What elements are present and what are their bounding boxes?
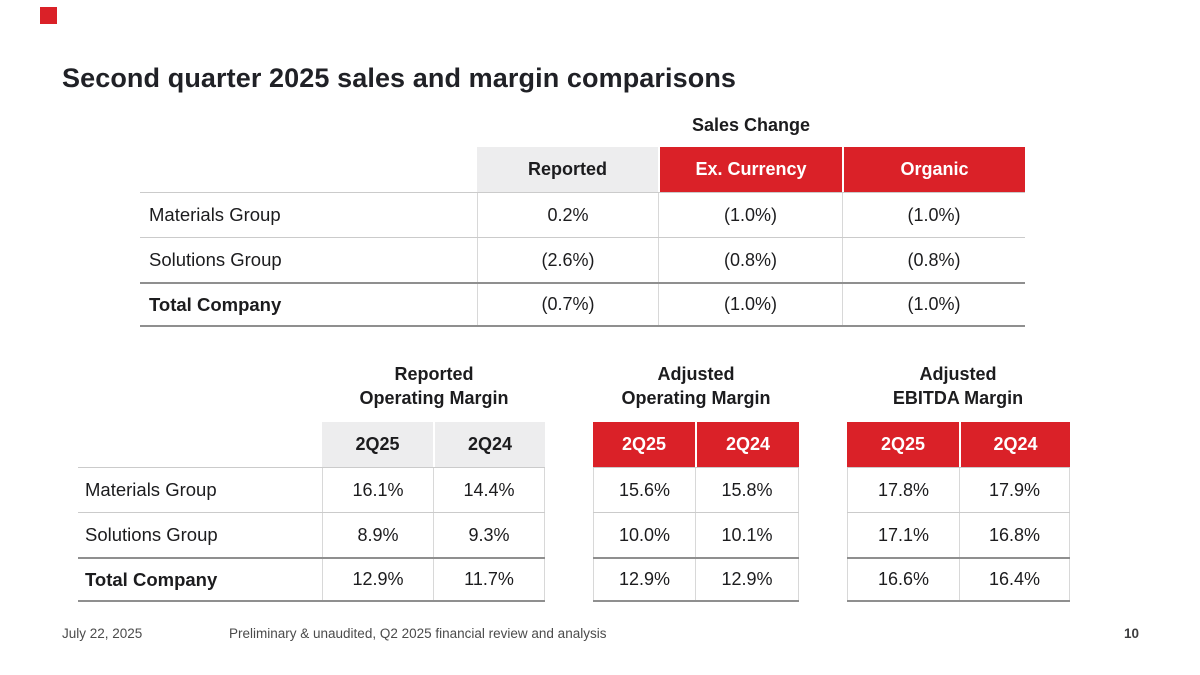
cell-value: (2.6%) [477, 238, 658, 282]
sales-change-heading: Sales Change [691, 115, 811, 135]
sales-change-header-row: Reported Ex. Currency Organic [140, 147, 1025, 192]
header-spacer [78, 422, 322, 467]
reported-operating-margin-table: 2Q25 2Q24 Materials Group 16.1% 14.4% So… [78, 422, 545, 602]
cell-value: 16.1% [322, 468, 433, 512]
cell-value: 9.3% [433, 513, 545, 557]
table-row: Solutions Group 8.9% 9.3% [78, 512, 545, 557]
heading-line: Adjusted [657, 364, 735, 384]
cell-value: 12.9% [322, 559, 433, 600]
cell-value: 16.6% [847, 559, 959, 600]
cell-value: 10.1% [695, 513, 799, 557]
cell-value: (0.8%) [842, 238, 1025, 282]
table-row: 15.6% 15.8% [593, 467, 799, 512]
row-label: Solutions Group [149, 249, 282, 270]
heading-line: Adjusted [919, 364, 997, 384]
column-header-reported: Reported [477, 147, 658, 192]
row-label: Total Company [85, 568, 218, 590]
cell-value: (1.0%) [658, 284, 842, 325]
table-row-total: 16.6% 16.4% [847, 557, 1070, 602]
table-row: Materials Group 16.1% 14.4% [78, 467, 545, 512]
table-row-total: Total Company 12.9% 11.7% [78, 557, 545, 602]
column-header-2q25: 2Q25 [593, 422, 695, 467]
adjusted-operating-margin-heading: Adjusted Operating Margin [557, 362, 835, 410]
cell-value: 10.0% [593, 513, 695, 557]
cell-value: (1.0%) [658, 193, 842, 237]
adjusted-ebitda-margin-heading: Adjusted EBITDA Margin [819, 362, 1097, 410]
column-header-2q25: 2Q25 [847, 422, 959, 467]
heading-line: Reported [394, 364, 474, 384]
brand-logo-mark [40, 7, 57, 24]
cell-value: 15.8% [695, 468, 799, 512]
heading-line: EBITDA Margin [892, 388, 1024, 408]
row-label: Total Company [149, 293, 282, 315]
cell-value: 16.4% [959, 559, 1070, 600]
footer-disclaimer: Preliminary & unaudited, Q2 2025 financi… [229, 626, 607, 641]
row-label: Materials Group [149, 204, 281, 225]
adjusted-ebitda-margin-table: 2Q25 2Q24 17.8% 17.9% 17.1% 16.8% 16.6% … [847, 422, 1070, 602]
table-row: Materials Group 0.2% (1.0%) (1.0%) [140, 192, 1025, 237]
column-header-ex-currency: Ex. Currency [658, 147, 842, 192]
page-title: Second quarter 2025 sales and margin com… [62, 63, 737, 93]
footer-date: July 22, 2025 [62, 626, 143, 641]
heading-line: Operating Margin [359, 388, 509, 408]
header-row: 2Q25 2Q24 [847, 422, 1070, 467]
cell-value: (1.0%) [842, 193, 1025, 237]
page-number: 10 [1123, 626, 1139, 641]
cell-value: 12.9% [695, 559, 799, 600]
table-row: 17.8% 17.9% [847, 467, 1070, 512]
cell-value: 12.9% [593, 559, 695, 600]
cell-value: 17.9% [959, 468, 1070, 512]
adjusted-operating-margin-table: 2Q25 2Q24 15.6% 15.8% 10.0% 10.1% 12.9% … [593, 422, 799, 602]
heading-line: Operating Margin [621, 388, 771, 408]
cell-value: 17.1% [847, 513, 959, 557]
column-header-2q25: 2Q25 [322, 422, 433, 467]
row-label: Materials Group [85, 479, 217, 500]
cell-value: 17.8% [847, 468, 959, 512]
cell-value: 8.9% [322, 513, 433, 557]
cell-value: 0.2% [477, 193, 658, 237]
cell-value: 16.8% [959, 513, 1070, 557]
header-row: 2Q25 2Q24 [593, 422, 799, 467]
cell-value: 14.4% [433, 468, 545, 512]
sales-change-table: Reported Ex. Currency Organic Materials … [140, 147, 1025, 327]
header-spacer [140, 147, 477, 192]
column-header-2q24: 2Q24 [433, 422, 545, 467]
reported-operating-margin-heading: Reported Operating Margin [295, 362, 573, 410]
table-row-total: Total Company (0.7%) (1.0%) (1.0%) [140, 282, 1025, 327]
column-header-2q24: 2Q24 [959, 422, 1070, 467]
cell-value: 11.7% [433, 559, 545, 600]
table-row-total: 12.9% 12.9% [593, 557, 799, 602]
cell-value: (1.0%) [842, 284, 1025, 325]
header-row: 2Q25 2Q24 [78, 422, 545, 467]
table-row: 10.0% 10.1% [593, 512, 799, 557]
cell-value: 15.6% [593, 468, 695, 512]
column-header-2q24: 2Q24 [695, 422, 799, 467]
row-label: Solutions Group [85, 524, 218, 545]
cell-value: (0.8%) [658, 238, 842, 282]
table-row: 17.1% 16.8% [847, 512, 1070, 557]
cell-value: (0.7%) [477, 284, 658, 325]
table-row: Solutions Group (2.6%) (0.8%) (0.8%) [140, 237, 1025, 282]
column-header-organic: Organic [842, 147, 1025, 192]
